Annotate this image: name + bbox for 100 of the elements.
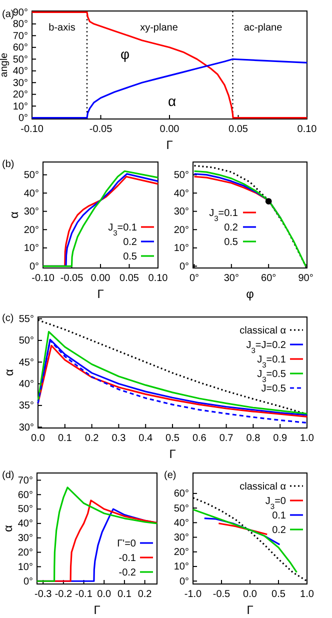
- legend-label: J$_{3}$=0.1: [209, 208, 238, 222]
- x-tick-label: 0.0: [31, 433, 46, 444]
- legend-label: classical α: [240, 482, 286, 492]
- legend-label: J$_{3}$=0.5: [257, 369, 286, 384]
- x-tick-label: 0.6: [192, 433, 207, 444]
- x-tick-label: -0.5: [212, 589, 231, 600]
- x-tick-label: -0.1: [75, 589, 93, 600]
- legend-label: -0.1: [118, 553, 136, 564]
- y-tick-label: 30°: [12, 78, 28, 89]
- x-tick-label: 60°: [261, 273, 276, 284]
- x-tick-label: 0.9: [273, 433, 288, 444]
- x-tick-label: 0.00: [160, 124, 180, 136]
- y-tick-label: 20°: [24, 224, 39, 236]
- y-tick-label: 30°: [18, 422, 34, 434]
- y-tick-label: 90°: [12, 7, 28, 18]
- x-tick-label: 90°: [298, 273, 314, 284]
- y-tick-label: 35°: [18, 400, 34, 412]
- x-axis-title: Γ: [97, 287, 104, 301]
- x-tick-label: 30°: [224, 273, 239, 284]
- y-tick-label: 30°: [174, 206, 189, 218]
- x-axis-title: Γ: [94, 603, 101, 617]
- y-tick-label: 70°: [18, 475, 33, 486]
- x-tick-label: -0.2: [54, 589, 72, 600]
- legend-label: -0.2: [118, 568, 136, 578]
- y-tick-label: 10°: [174, 243, 189, 254]
- chart-title: (b): [2, 159, 14, 170]
- x-tick-label: 0.5: [272, 589, 286, 600]
- legend-label: J$_{3}$=0.1: [257, 354, 286, 369]
- y-axis-title: angle: [0, 52, 10, 78]
- x-axis-title: φ: [246, 287, 254, 301]
- y-tick-label: 40°: [174, 518, 189, 529]
- legend-label: 0.1: [272, 510, 286, 522]
- y-tick-label: 50°: [18, 336, 34, 347]
- legend-label: 0.2: [123, 237, 138, 248]
- x-tick-label: 0.00: [90, 273, 111, 284]
- x-tick-label: 0.8: [246, 433, 261, 444]
- x-tick-label: 0.4: [138, 433, 153, 444]
- chart-title: (a): [2, 9, 14, 20]
- y-tick-label: 60°: [174, 488, 189, 500]
- y-tick-label: 20°: [18, 547, 33, 558]
- y-tick-label: 30°: [24, 206, 39, 218]
- y-axis-title: α: [7, 211, 21, 218]
- y-tick-label: 20°: [174, 547, 189, 558]
- y-tick-label: 10°: [12, 101, 28, 112]
- y-tick-label: 10°: [24, 243, 39, 254]
- y-tick-label: 45°: [18, 357, 34, 368]
- y-axis-title: α: [1, 524, 15, 532]
- y-tick-label: 30°: [18, 533, 33, 544]
- x-axis-title: Γ: [166, 138, 174, 152]
- chart-title: (e): [164, 470, 176, 481]
- x-tick-label: 0.05: [228, 124, 248, 136]
- annotation: ac-plane: [244, 22, 283, 34]
- y-tick-label: 40°: [12, 66, 28, 78]
- annotation: φ: [120, 46, 130, 62]
- line-series: [192, 508, 298, 574]
- legend-label: J$_{3}$=J=0.2: [246, 340, 286, 354]
- legend-label: J$_{3}$=0: [265, 496, 286, 510]
- x-tick-label: 0.10: [297, 124, 318, 136]
- y-tick-label: 70°: [12, 30, 28, 42]
- y-tick-label: 50°: [18, 504, 33, 516]
- y-tick-label: 50°: [12, 54, 28, 66]
- y-tick-label: 60°: [12, 42, 28, 54]
- y-tick-label: 50°: [174, 170, 189, 181]
- y-tick-label: 10°: [18, 562, 33, 573]
- chart-title: (c): [2, 313, 14, 324]
- y-tick-label: 30°: [174, 532, 189, 544]
- x-tick-label: -0.10: [32, 273, 55, 284]
- x-tick-label: 0.2: [84, 433, 100, 444]
- x-tick-label: 0.10: [148, 273, 168, 284]
- x-tick-label: 0.5: [166, 433, 180, 444]
- x-tick-label: 0.05: [120, 273, 140, 284]
- y-tick-label: 20°: [12, 90, 28, 101]
- x-tick-label: -0.05: [89, 124, 113, 136]
- y-tick-label: 10°: [174, 562, 189, 573]
- x-tick-label: -0.3: [34, 589, 52, 600]
- y-tick-label: 40°: [24, 188, 39, 200]
- x-tick-label: 0.2: [138, 589, 152, 600]
- annotation: xy-plane: [140, 22, 178, 34]
- y-tick-label: 40°: [18, 378, 34, 390]
- y-tick-label: 0°: [29, 261, 39, 272]
- x-tick-label: 0°: [189, 273, 200, 284]
- y-tick-label: 0°: [23, 576, 33, 588]
- legend-label: 0.2: [272, 525, 286, 536]
- y-tick-label: 0°: [179, 261, 189, 272]
- x-tick-label: 0.1: [58, 433, 72, 444]
- legend-label: Γ'=0: [117, 538, 136, 550]
- x-tick-label: -0.10: [20, 124, 44, 136]
- y-tick-label: 0°: [179, 576, 189, 588]
- legend-label: 0.2: [224, 222, 238, 234]
- y-tick-label: 40°: [18, 518, 33, 530]
- y-tick-label: 80°: [12, 19, 28, 30]
- legend-label: 0.5: [224, 237, 238, 248]
- x-tick-label: 0.3: [112, 433, 126, 444]
- chart-title: (d): [2, 470, 14, 481]
- x-tick-label: 0.0: [97, 589, 112, 600]
- y-tick-label: 0°: [18, 113, 28, 124]
- annotation: α: [168, 92, 176, 109]
- x-tick-label: 1.0: [300, 433, 314, 444]
- line-series: [31, 11, 308, 119]
- x-tick-label: 0.1: [118, 589, 132, 600]
